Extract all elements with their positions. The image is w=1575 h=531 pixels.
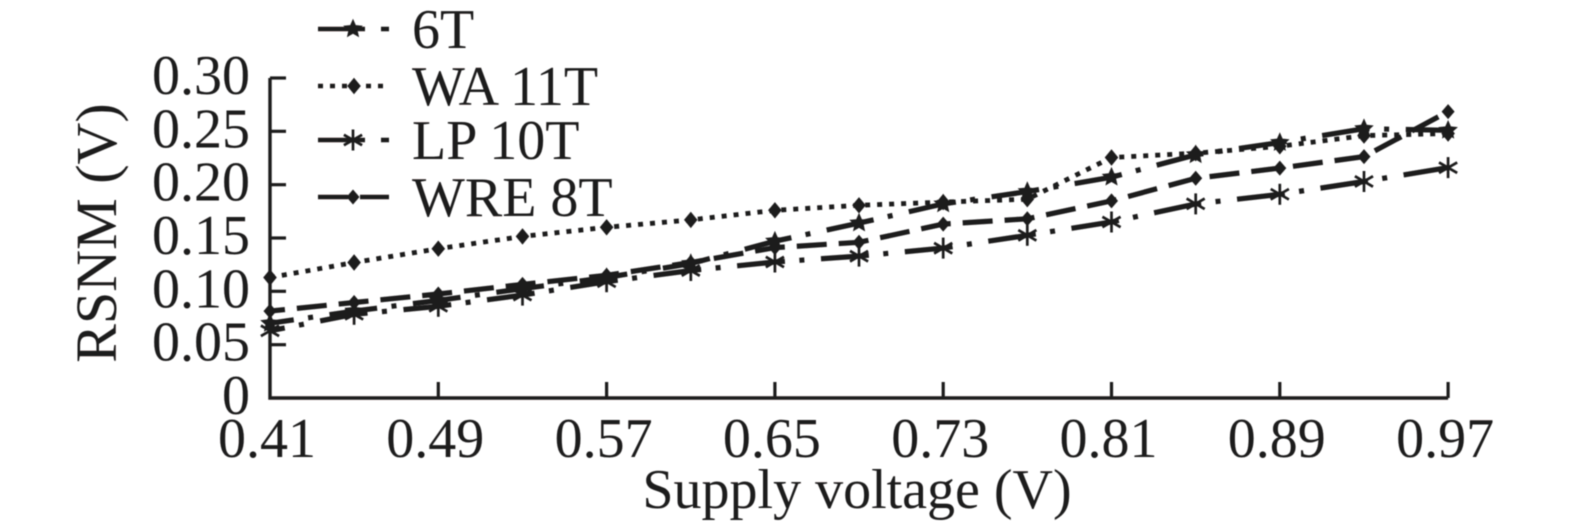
svg-text:Supply voltage (V): Supply voltage (V) [642,459,1071,521]
svg-text:0.05: 0.05 [152,312,250,374]
svg-text:0.10: 0.10 [152,258,250,320]
svg-text:0.25: 0.25 [152,98,250,160]
svg-text:0: 0 [222,365,250,427]
svg-text:0.65: 0.65 [723,408,821,470]
svg-text:WRE 8T: WRE 8T [412,167,613,229]
svg-text:RSNM (V): RSNM (V) [64,103,129,362]
svg-text:0.97: 0.97 [1396,408,1494,470]
svg-text:0.30: 0.30 [152,45,250,107]
svg-text:0.49: 0.49 [386,408,484,470]
svg-text:WA 11T: WA 11T [412,56,598,118]
svg-text:0.73: 0.73 [891,408,989,470]
svg-text:6T: 6T [412,0,474,61]
svg-text:0.89: 0.89 [1228,408,1326,470]
svg-text:0.41: 0.41 [218,408,316,470]
svg-text:0.57: 0.57 [555,408,653,470]
svg-text:0.20: 0.20 [152,152,250,214]
svg-text:0.81: 0.81 [1060,408,1158,470]
svg-text:LP 10T: LP 10T [412,110,579,172]
svg-text:0.15: 0.15 [152,205,250,267]
